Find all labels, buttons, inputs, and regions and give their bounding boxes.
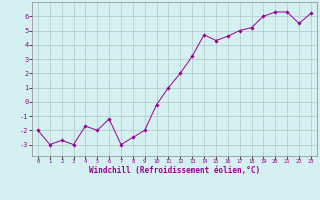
X-axis label: Windchill (Refroidissement éolien,°C): Windchill (Refroidissement éolien,°C) (89, 166, 260, 175)
